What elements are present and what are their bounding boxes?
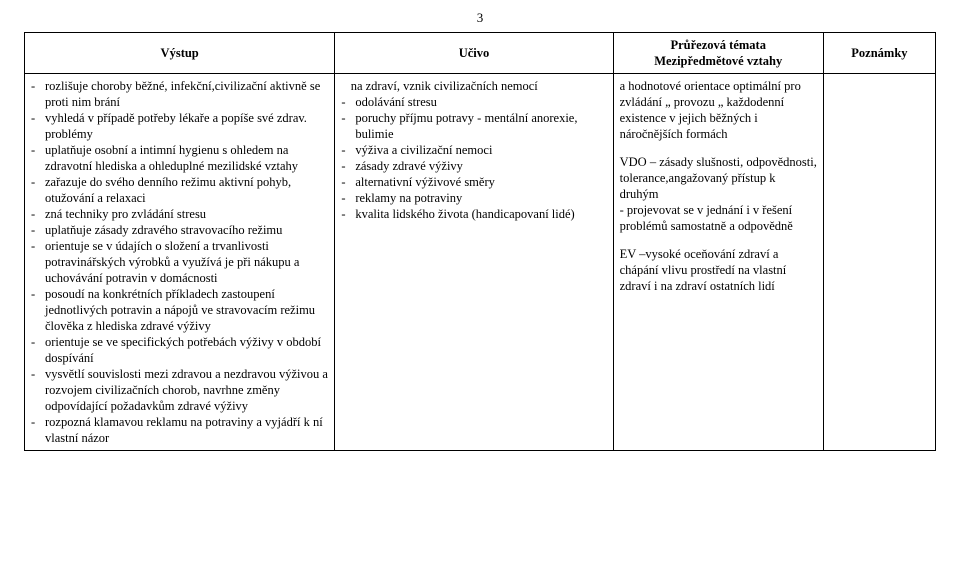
vystup-list: rozlišuje choroby běžné, infekční,civili…: [31, 78, 328, 446]
ucivo-list: odolávání stresu poruchy příjmu potravy …: [341, 94, 606, 222]
prurezova-p1: a hodnotové orientace optimální pro zvlá…: [620, 78, 817, 142]
list-item: odolávání stresu: [355, 94, 606, 110]
list-item: orientuje se v údajích o složení a trvan…: [45, 238, 328, 286]
list-item: vysvětlí souvislosti mezi zdravou a nezd…: [45, 366, 328, 414]
cell-poznamky: [823, 74, 935, 451]
prurezova-p3: EV –vysoké oceňování zdraví a chápání vl…: [620, 246, 817, 294]
list-item: zná techniky pro zvládání stresu: [45, 206, 328, 222]
cell-vystup: rozlišuje choroby běžné, infekční,civili…: [25, 74, 335, 451]
col-header-vystup: Výstup: [25, 33, 335, 74]
list-item: kvalita lidského života (handicapovaní l…: [355, 206, 606, 222]
list-item: poruchy příjmu potravy - mentální anorex…: [355, 110, 606, 142]
list-item: výživa a civilizační nemoci: [355, 142, 606, 158]
cell-prurezova: a hodnotové orientace optimální pro zvlá…: [613, 74, 823, 451]
col3-line2: Mezipředmětové vztahy: [620, 53, 817, 69]
list-item: vyhledá v případě potřeby lékaře a popíš…: [45, 110, 328, 142]
ucivo-lead: na zdraví, vznik civilizačních nemocí: [341, 78, 606, 94]
col-header-poznamky: Poznámky: [823, 33, 935, 74]
prurezova-p2b: - projevovat se v jednání i v řešení pro…: [620, 202, 817, 234]
page-number: 3: [24, 10, 936, 26]
list-item: uplatňuje osobní a intimní hygienu s ohl…: [45, 142, 328, 174]
list-item: alternativní výživové směry: [355, 174, 606, 190]
list-item: rozpozná klamavou reklamu na potraviny a…: [45, 414, 328, 446]
table-header-row: Výstup Učivo Průřezová témata Mezipředmě…: [25, 33, 936, 74]
list-item: uplatňuje zásady zdravého stravovacího r…: [45, 222, 328, 238]
col-header-ucivo: Učivo: [335, 33, 613, 74]
list-item: reklamy na potraviny: [355, 190, 606, 206]
curriculum-table: Výstup Učivo Průřezová témata Mezipředmě…: [24, 32, 936, 451]
table-row: rozlišuje choroby běžné, infekční,civili…: [25, 74, 936, 451]
list-item: orientuje se ve specifických potřebách v…: [45, 334, 328, 366]
list-item: zásady zdravé výživy: [355, 158, 606, 174]
list-item: posoudí na konkrétních příkladech zastou…: [45, 286, 328, 334]
prurezova-p2: VDO – zásady slušnosti, odpovědnosti, to…: [620, 154, 817, 202]
col-header-prurezova: Průřezová témata Mezipředmětové vztahy: [613, 33, 823, 74]
cell-ucivo: na zdraví, vznik civilizačních nemocí od…: [335, 74, 613, 451]
col3-line1: Průřezová témata: [620, 37, 817, 53]
list-item: zařazuje do svého denního režimu aktivní…: [45, 174, 328, 206]
list-item: rozlišuje choroby běžné, infekční,civili…: [45, 78, 328, 110]
